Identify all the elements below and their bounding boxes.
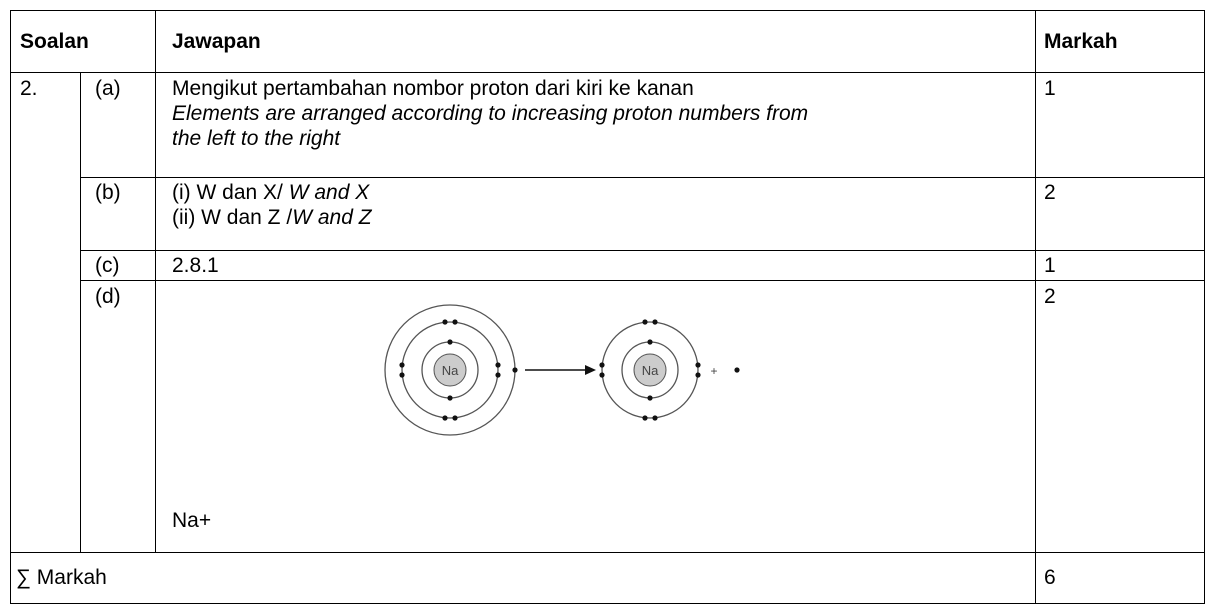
part-label: (b) xyxy=(95,181,121,204)
border xyxy=(10,72,1205,73)
border xyxy=(80,280,1205,281)
border xyxy=(80,250,1205,251)
total-label: ∑ Markah xyxy=(16,566,107,589)
border xyxy=(1035,10,1036,604)
answer-text: 2.8.1 xyxy=(172,254,219,277)
header-cell: Jawapan xyxy=(172,30,261,53)
part-label: (d) xyxy=(95,285,121,308)
total-mark: 6 xyxy=(1044,566,1056,589)
answer-text: (ii) W dan Z / xyxy=(172,206,293,229)
answer-text: W and X xyxy=(288,181,370,204)
border xyxy=(80,177,1205,178)
answer-text: (i) W dan X/ xyxy=(172,181,289,204)
atom-label: Na xyxy=(642,363,659,378)
mark: 1 xyxy=(1044,77,1056,100)
answer-text: (ii) W dan Z /W and Z xyxy=(172,205,372,230)
part-label: (a) xyxy=(95,77,121,100)
plus-sign: + xyxy=(710,364,717,378)
answer-text: Na+ xyxy=(172,509,212,532)
border xyxy=(10,10,11,604)
answer-text: Mengikut pertambahan nombor proton dari … xyxy=(172,77,694,100)
border xyxy=(1204,10,1205,604)
border xyxy=(10,552,1205,553)
mark: 2 xyxy=(1044,285,1056,308)
border xyxy=(155,10,156,552)
border xyxy=(10,10,1205,11)
question-number: 2. xyxy=(20,77,38,100)
header-cell: Markah xyxy=(1044,30,1118,53)
answer-text: W and Z xyxy=(292,206,372,229)
mark: 2 xyxy=(1044,181,1056,204)
part-label: (c) xyxy=(95,254,120,277)
border xyxy=(80,72,81,552)
answer-text: (i) W dan X/ W and X xyxy=(172,180,369,205)
mark: 1 xyxy=(1044,254,1056,277)
border xyxy=(10,603,1205,604)
answer-text: Elements are arranged according to incre… xyxy=(172,102,809,150)
header-cell: Soalan xyxy=(20,30,89,53)
atom-label: Na xyxy=(442,363,459,378)
